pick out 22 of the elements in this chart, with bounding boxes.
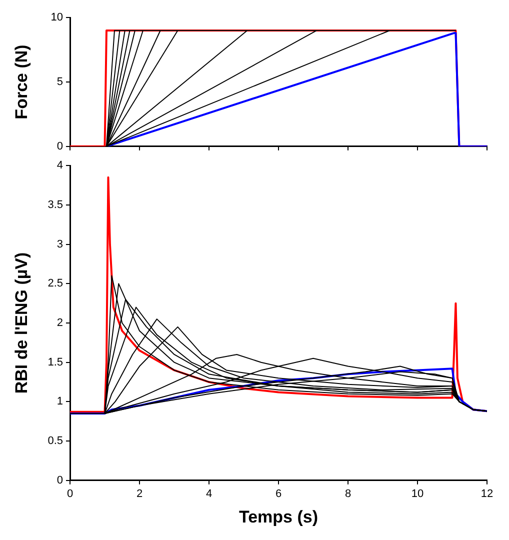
y-tick-label: 3	[56, 238, 63, 250]
y-tick-label: 5	[56, 76, 63, 88]
y-tick-label: 4	[56, 160, 63, 172]
y-tick-label: 2.5	[48, 278, 63, 290]
y-tick-label: 1	[56, 396, 63, 408]
y-tick-label: 3.5	[48, 198, 63, 211]
y-axis-title: RBI de l'ENG (µV)	[12, 252, 31, 394]
x-tick-label: 0	[66, 488, 74, 500]
x-tick-label: 4	[206, 488, 212, 500]
x-tick-label: 10	[411, 488, 424, 500]
x-tick-label: 8	[344, 488, 352, 500]
x-tick-label: 12	[480, 488, 494, 500]
y-axis-title: Force (N)	[12, 44, 31, 120]
y-tick-label: 0	[56, 140, 63, 152]
y-tick-label: 0	[56, 474, 63, 486]
y-tick-label: 2	[56, 317, 63, 330]
y-tick-label: 1.5	[48, 356, 63, 368]
x-tick-label: 6	[275, 488, 282, 500]
y-tick-label: 10	[50, 12, 63, 24]
x-axis-title: Temps (s)	[238, 507, 318, 526]
x-tick-label: 2	[136, 488, 143, 500]
y-tick-label: 0.5	[48, 435, 63, 448]
